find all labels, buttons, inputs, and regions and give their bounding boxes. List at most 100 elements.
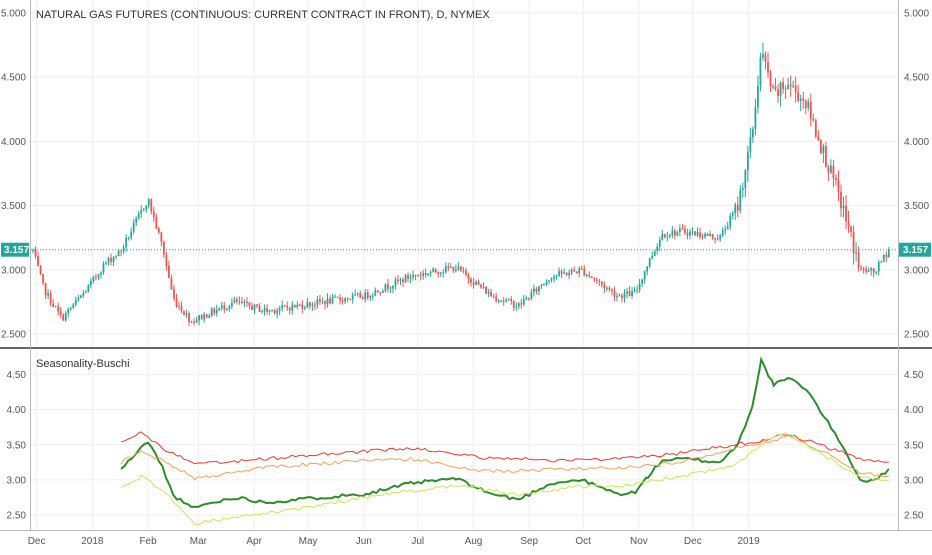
candle-body [840,191,842,209]
sub-y-tick-label: 4.00 [7,405,27,416]
candle-body [321,301,324,303]
candle-body [331,296,334,304]
candle-body [188,313,190,323]
candle-body [387,284,389,289]
candle-body [276,310,279,314]
candle-body [689,231,691,236]
candle-body [497,300,500,302]
candle-body [694,231,696,236]
candle-body [460,266,462,271]
candle-body [296,304,299,307]
candle-body [875,271,878,273]
x-tick-label: 2018 [81,536,104,547]
candle-body [540,285,543,287]
candle-body [817,136,820,140]
candle-body [585,274,588,276]
candle-body [855,252,857,254]
time-axis[interactable]: Dec 2018 Feb Mar Apr May Jun Jul Aug Sep Oct Nov Dec… [28,536,760,547]
candle-body [485,286,487,294]
main-price-axis-right[interactable]: 2.500 3.000 3.500 4.000 4.500 5.000 [904,8,929,340]
candle-body [618,295,621,297]
candle-body [193,321,195,323]
candle-body [789,84,792,87]
candle-body [492,296,495,298]
candle-body [434,268,437,273]
candle-body [779,82,782,96]
main-y-tick-label: 4.500 [1,73,26,84]
candle-body [273,309,276,314]
candle-body [414,275,417,277]
candle-body [329,298,331,304]
candle-body [49,293,52,304]
candle-body [268,310,271,312]
candle-body [769,72,772,87]
x-tick-label: Nov [630,536,648,547]
candle-body [155,217,158,229]
seasonality-axis-right[interactable]: 2.50 3.00 3.50 4.00 4.50 [904,370,924,521]
x-tick-label: Feb [139,536,157,547]
candle-body [734,204,737,213]
candle-body [412,275,414,278]
candle-body [887,249,890,258]
candle-body [666,236,669,238]
candle-body [389,288,392,290]
candle-body [852,232,855,254]
seasonality-axis-left[interactable]: 2.50 3.00 3.50 4.00 4.50 [7,370,27,521]
candle-body [402,279,404,283]
candle-body [444,266,447,273]
candle-body [52,303,55,307]
candle-body [699,232,701,237]
sub-y-tick-label: 3.50 [904,440,924,451]
candle-body [324,301,326,305]
candle-body [145,205,148,210]
main-y-tick-label: 2.500 [904,330,929,341]
candle-body [845,205,847,222]
candle-body [253,304,256,310]
candle-body [676,231,679,236]
main-pane-grid [31,0,898,347]
candle-body [160,232,163,242]
candle-body [623,293,626,298]
candle-body [397,279,399,281]
main-y-tick-label: 5.000 [1,8,26,19]
candle-body [882,255,885,262]
candle-body [349,299,352,301]
candle-body [130,231,133,238]
candle-body [392,286,394,289]
candle-body [286,306,289,308]
last-price-value-right: 3.157 [903,245,928,256]
candle-body [427,273,430,276]
candle-body [87,285,90,292]
candle-body [100,272,102,275]
candle-body [719,235,722,240]
candle-body [79,295,82,298]
candle-body [613,290,616,297]
candle-body [210,308,213,316]
candle-body [173,288,175,299]
candle-body [178,305,180,307]
candle-body [590,276,593,279]
candle-body [686,233,689,236]
candle-body [580,268,583,270]
candle-body [600,281,603,285]
candle-body [157,228,160,233]
candle-body [190,321,193,323]
candle-body [399,279,402,281]
sub-y-tick-label: 4.50 [7,370,27,381]
candle-body [59,311,62,315]
candle-body [281,305,284,309]
x-tick-label: Dec [684,536,702,547]
candle-body [424,273,427,276]
candle-body [638,283,641,290]
seasonality-line-0 [120,356,890,508]
main-price-axis-left[interactable]: 2.500 3.000 3.500 4.000 4.500 5.000 [1,8,26,340]
candle-body [326,298,329,305]
candle-body [407,275,409,279]
candle-body [792,85,795,87]
candle-body [185,313,188,315]
candle-body [598,280,601,282]
candle-body [543,284,545,286]
candle-body [112,256,115,262]
candle-body [487,291,490,294]
candle-body [721,230,724,236]
